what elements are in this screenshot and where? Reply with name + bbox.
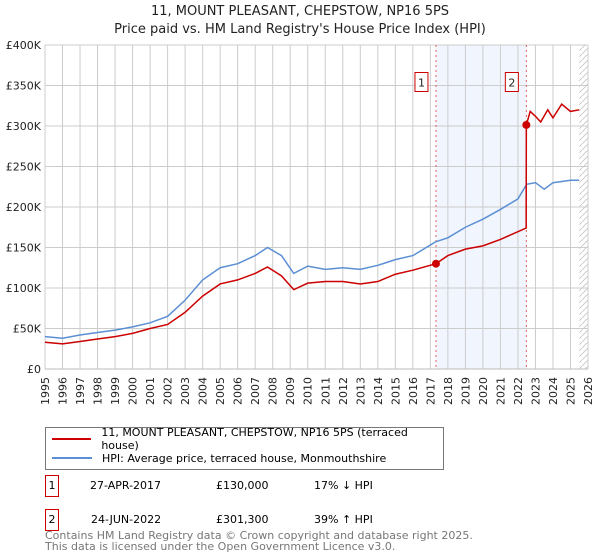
x-tick-label: 2008 bbox=[267, 377, 280, 405]
sale-point bbox=[522, 120, 531, 129]
y-tick-label: £200K bbox=[6, 201, 42, 214]
x-tick-label: 2000 bbox=[127, 377, 140, 405]
x-tick-label: 2007 bbox=[249, 377, 262, 405]
x-tick-label: 2003 bbox=[179, 377, 192, 405]
x-tick-label: 2023 bbox=[529, 377, 542, 405]
sale-badge-label: 1 bbox=[418, 77, 425, 90]
x-tick-label: 2010 bbox=[302, 377, 315, 405]
legend-label-property: 11, MOUNT PLEASANT, CHEPSTOW, NP16 5PS (… bbox=[101, 426, 408, 452]
sale-badge-label: 2 bbox=[508, 77, 515, 90]
x-tick-label: 2020 bbox=[477, 377, 490, 405]
marker-badge: 2 bbox=[45, 509, 59, 531]
transaction-date: 24-JUN-2022 bbox=[91, 513, 162, 526]
y-tick-label: £100K bbox=[6, 282, 42, 295]
y-tick-label: £300K bbox=[6, 120, 42, 133]
x-tick-label: 1997 bbox=[74, 377, 87, 405]
y-tick-label: £0 bbox=[27, 363, 41, 376]
transaction-date: 27-APR-2017 bbox=[90, 479, 162, 492]
x-tick-label: 2021 bbox=[494, 377, 507, 405]
x-tick-label: 2004 bbox=[197, 377, 210, 405]
sale-badge bbox=[504, 72, 519, 92]
x-tick-label: 2015 bbox=[389, 377, 402, 405]
legend-swatch-property bbox=[52, 438, 92, 440]
y-tick-label: £50K bbox=[13, 323, 42, 336]
x-tick-label: 1995 bbox=[39, 377, 52, 405]
y-tick-label: £250K bbox=[6, 161, 42, 174]
x-tick-label: 2014 bbox=[372, 377, 385, 405]
x-tick-label: 2017 bbox=[424, 377, 437, 405]
property-price-line bbox=[44, 103, 580, 345]
transaction-price: £130,000 bbox=[216, 479, 269, 492]
x-tick-label: 2026 bbox=[582, 377, 595, 405]
transaction-row: 2 24-JUN-2022 £301,300 39% ↑ HPI bbox=[45, 509, 445, 531]
y-tick-label: £350K bbox=[6, 80, 42, 93]
footer-copyright: Contains HM Land Registry data © Crown c… bbox=[45, 529, 473, 542]
legend-swatch-hpi bbox=[52, 457, 92, 459]
transaction-hpi: 39% ↑ HPI bbox=[314, 513, 373, 526]
x-tick-label: 2005 bbox=[214, 377, 227, 405]
footer-licence: This data is licensed under the Open Gov… bbox=[45, 540, 396, 553]
hpi-line bbox=[44, 179, 580, 339]
x-tick-label: 2024 bbox=[547, 377, 560, 405]
chart-title: 11, MOUNT PLEASANT, CHEPSTOW, NP16 5PS bbox=[150, 4, 450, 19]
x-tick-label: 2009 bbox=[284, 377, 297, 405]
marker-badge: 1 bbox=[45, 475, 59, 497]
x-tick-label: 1999 bbox=[109, 377, 122, 405]
transaction-row: 1 27-APR-2017 £130,000 17% ↓ HPI bbox=[45, 475, 445, 497]
x-tick-label: 2018 bbox=[442, 377, 455, 405]
x-tick-label: 1998 bbox=[92, 377, 105, 405]
sale-point bbox=[431, 259, 440, 268]
x-tick-label: 2002 bbox=[162, 377, 175, 405]
x-tick-label: 2022 bbox=[512, 377, 525, 405]
y-tick-label: £150K bbox=[6, 242, 42, 255]
legend: 11, MOUNT PLEASANT, CHEPSTOW, NP16 5PS (… bbox=[45, 426, 444, 470]
legend-label-hpi: HPI: Average price, terraced house, Monm… bbox=[102, 451, 387, 465]
x-tick-label: 2006 bbox=[232, 377, 245, 405]
y-tick-label: £400K bbox=[6, 39, 42, 52]
sale-badge bbox=[414, 72, 429, 92]
x-tick-label: 2016 bbox=[407, 377, 420, 405]
x-tick-label: 2012 bbox=[337, 377, 350, 405]
x-tick-label: 2011 bbox=[319, 377, 332, 405]
transaction-hpi: 17% ↓ HPI bbox=[314, 479, 373, 492]
x-tick-label: 2019 bbox=[459, 377, 472, 405]
x-tick-label: 2013 bbox=[354, 377, 367, 405]
chart-subtitle: Price paid vs. HM Land Registry's House … bbox=[114, 22, 486, 37]
footer: Contains HM Land Registry data © Crown c… bbox=[45, 530, 473, 552]
x-tick-label: 2025 bbox=[564, 377, 577, 405]
chart: 1995 1996 1997 1998 1999 2000 2001 2002 2003 2004… bbox=[6, 39, 595, 405]
x-tick-label: 1996 bbox=[57, 377, 70, 405]
transaction-price: £301,300 bbox=[216, 513, 269, 526]
x-tick-label: 2001 bbox=[144, 377, 157, 405]
